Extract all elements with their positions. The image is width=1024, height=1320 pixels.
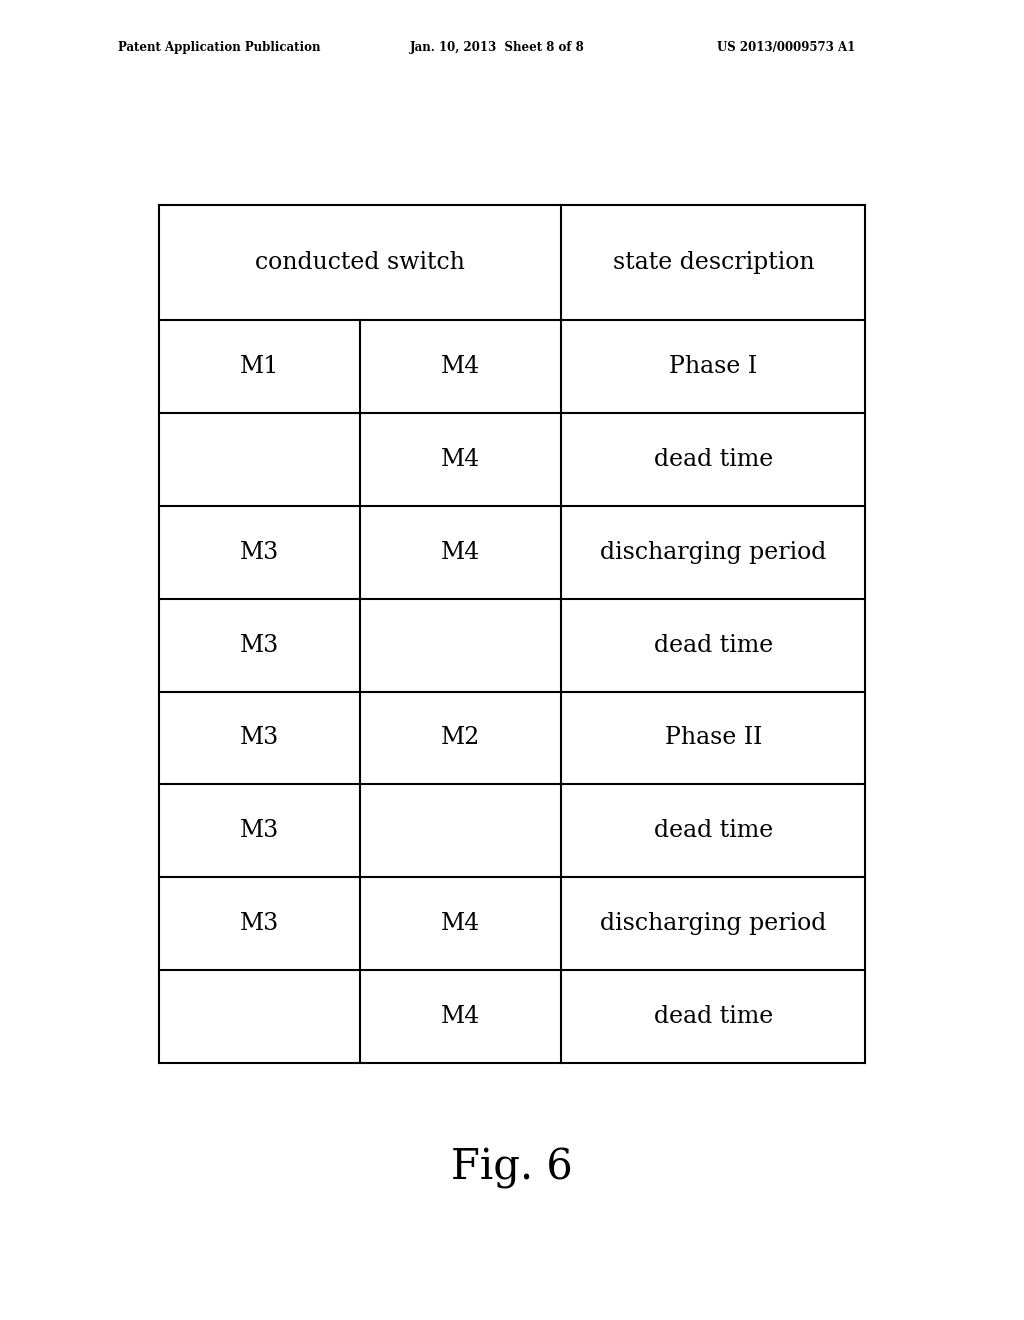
Text: Patent Application Publication: Patent Application Publication	[118, 41, 321, 54]
Text: discharging period: discharging period	[600, 541, 826, 564]
Text: M4: M4	[441, 447, 480, 471]
Text: Phase II: Phase II	[665, 726, 762, 750]
Text: Jan. 10, 2013  Sheet 8 of 8: Jan. 10, 2013 Sheet 8 of 8	[410, 41, 585, 54]
Text: M1: M1	[240, 355, 280, 379]
Text: Fig. 6: Fig. 6	[452, 1147, 572, 1189]
Text: M3: M3	[240, 726, 279, 750]
Text: M4: M4	[441, 1005, 480, 1028]
Text: M2: M2	[441, 726, 480, 750]
Text: M3: M3	[240, 634, 279, 656]
Text: dead time: dead time	[653, 820, 773, 842]
Text: dead time: dead time	[653, 634, 773, 656]
Text: M3: M3	[240, 541, 279, 564]
Text: M3: M3	[240, 820, 279, 842]
Text: conducted switch: conducted switch	[255, 251, 465, 275]
Text: dead time: dead time	[653, 447, 773, 471]
Text: M4: M4	[441, 912, 480, 935]
Text: state description: state description	[612, 251, 814, 275]
Text: US 2013/0009573 A1: US 2013/0009573 A1	[717, 41, 855, 54]
Text: Phase I: Phase I	[670, 355, 758, 379]
Text: M3: M3	[240, 912, 279, 935]
Text: dead time: dead time	[653, 1005, 773, 1028]
Text: M4: M4	[441, 355, 480, 379]
Text: M4: M4	[441, 541, 480, 564]
Text: discharging period: discharging period	[600, 912, 826, 935]
